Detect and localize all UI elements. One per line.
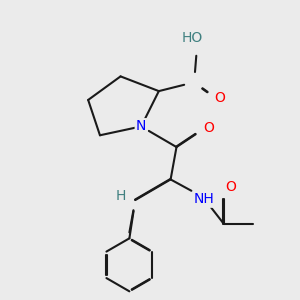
- Text: H: H: [116, 189, 126, 202]
- Text: NH: NH: [194, 193, 215, 206]
- Text: HO: HO: [182, 31, 203, 45]
- Text: O: O: [203, 121, 214, 135]
- Text: O: O: [226, 180, 236, 194]
- Text: O: O: [214, 92, 225, 106]
- Text: N: N: [136, 119, 146, 134]
